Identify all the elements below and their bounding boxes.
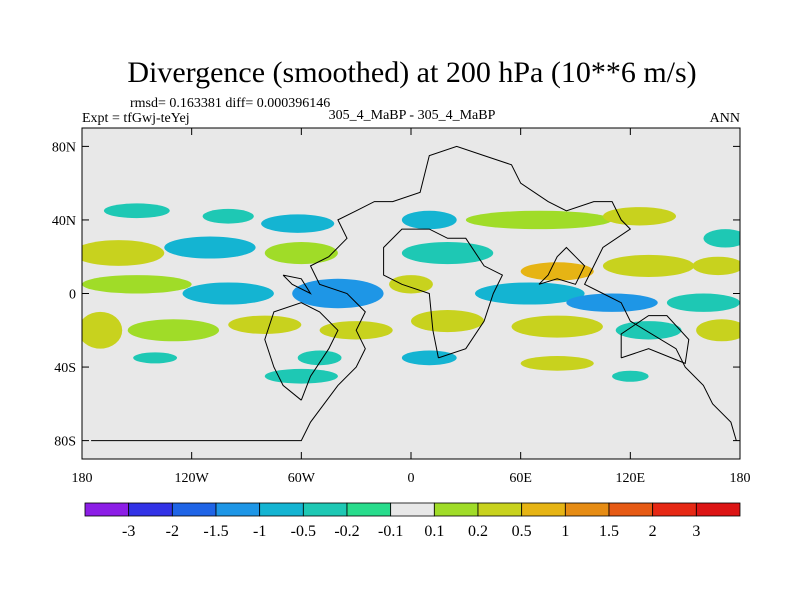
coastline-2 xyxy=(383,228,504,359)
colorbar-label-4: -0.5 xyxy=(291,523,316,540)
x-tick-label-6: 180 xyxy=(730,471,751,486)
y-tick-label-0: 80N xyxy=(52,140,76,155)
divergence-patch-1 xyxy=(202,208,254,224)
y-tick-label-4: 80S xyxy=(54,435,76,450)
colorbar-label-3: -1 xyxy=(253,523,266,540)
divergence-patch-16 xyxy=(292,278,384,309)
colorbar-label-9: 0.5 xyxy=(512,523,532,540)
colorbar-label-10: 1 xyxy=(561,523,569,540)
axis-ticks-layer: 180 120W 60W 0 60E 120E 180 80N 40N 0 40S 80S xyxy=(52,128,751,486)
colorbar-swatch-0 xyxy=(84,502,130,517)
x-tick-label-5: 120E xyxy=(616,471,646,486)
divergence-patch-19 xyxy=(566,293,658,312)
colorbar-swatch-13 xyxy=(652,502,697,517)
colorbar-swatch-7 xyxy=(390,502,435,517)
x-tick-label-2: 60W xyxy=(288,471,316,486)
divergence-patch-7 xyxy=(82,240,165,266)
colorbar-swatch-8 xyxy=(433,502,479,517)
divergence-patch-2 xyxy=(261,214,335,233)
coastline-outline-layer xyxy=(91,145,737,442)
divergence-patch-32 xyxy=(520,356,594,371)
divergence-patch-17 xyxy=(389,275,433,294)
x-tick-label-3: 0 xyxy=(408,471,415,486)
colorbar-label-2: -1.5 xyxy=(203,523,228,540)
divergence-patch-5 xyxy=(602,207,677,226)
colorbar-swatch-11 xyxy=(564,502,610,517)
colorbar-label-8: 0.2 xyxy=(468,523,488,540)
colorbar: -3 -2 -1.5 -1 -0.5 -0.2 -0.1 0.1 0.2 0.5 1 1.5 2 3 xyxy=(84,502,741,540)
divergence-patch-3 xyxy=(401,210,457,230)
colorbar-label-0: -3 xyxy=(122,523,135,540)
divergence-patch-28 xyxy=(696,319,740,342)
divergence-patch-12 xyxy=(602,254,695,277)
season-label: ANN xyxy=(710,111,740,126)
coastline-5 xyxy=(538,246,586,285)
colorbar-swatch-6 xyxy=(346,502,392,517)
comparison-line: 305_4_MaBP - 305_4_MaBP xyxy=(329,108,496,123)
divergence-patch-20 xyxy=(666,293,740,312)
colorbar-label-11: 1.5 xyxy=(599,523,619,540)
map-background xyxy=(82,128,740,459)
x-tick-label-4: 60E xyxy=(509,471,532,486)
chart-title: Divergence (smoothed) at 200 hPa (10**6 … xyxy=(127,56,696,89)
divergence-patch-21 xyxy=(82,311,123,349)
colorbar-swatch-10 xyxy=(521,502,566,517)
divergence-patch-34 xyxy=(612,370,649,382)
colorbar-swatch-14 xyxy=(695,502,741,517)
divergence-patch-8 xyxy=(164,236,256,259)
divergence-patch-22 xyxy=(127,319,220,342)
colorbar-label-7: 0.1 xyxy=(424,523,444,540)
y-tick-label-1: 40N xyxy=(52,214,76,229)
divergence-patch-4 xyxy=(465,210,613,230)
divergence-patch-33 xyxy=(264,368,338,384)
divergence-patch-25 xyxy=(411,310,485,333)
colorbar-swatch-3 xyxy=(215,502,261,517)
divergence-patch-13 xyxy=(692,256,740,276)
x-tick-label-0: 180 xyxy=(72,471,93,486)
stats-line: rmsd= 0.163381 diff= 0.000396146 xyxy=(130,96,330,111)
coastline-0 xyxy=(91,145,737,442)
colorbar-label-13: 3 xyxy=(692,523,700,540)
divergence-patch-15 xyxy=(182,282,274,305)
y-tick-label-3: 40S xyxy=(54,361,76,376)
colorbar-label-1: -2 xyxy=(166,523,179,540)
divergence-patch-9 xyxy=(264,242,338,265)
colorbar-label-5: -0.2 xyxy=(334,523,359,540)
colorbar-swatch-2 xyxy=(171,502,217,517)
divergence-patch-23 xyxy=(228,315,302,334)
colorbar-label-12: 2 xyxy=(649,523,657,540)
coastline-1 xyxy=(264,302,339,401)
divergence-patch-6 xyxy=(703,229,740,248)
x-tick-label-1: 120W xyxy=(175,471,210,486)
divergence-patch-14 xyxy=(82,275,192,294)
colorbar-swatch-12 xyxy=(608,502,654,517)
expt-line: Expt = tfGwj-teYej xyxy=(82,111,190,126)
divergence-patch-10 xyxy=(401,242,494,265)
colorbar-swatch-5 xyxy=(302,502,348,517)
divergence-fill-layer xyxy=(82,203,740,384)
y-tick-label-2: 0 xyxy=(69,288,76,303)
divergence-patch-30 xyxy=(297,350,342,366)
divergence-patch-31 xyxy=(401,350,457,366)
divergence-patch-27 xyxy=(615,321,682,340)
divergence-patch-29 xyxy=(133,352,178,364)
colorbar-swatch-9 xyxy=(477,502,523,517)
colorbar-swatch-4 xyxy=(259,502,304,517)
divergence-patch-26 xyxy=(511,315,603,338)
divergence-patch-0 xyxy=(103,203,170,219)
coastline-4 xyxy=(282,274,312,295)
divergence-patch-18 xyxy=(474,282,585,305)
divergence-patch-11 xyxy=(520,262,594,281)
coastline-3 xyxy=(620,315,690,365)
colorbar-label-6: -0.1 xyxy=(378,523,403,540)
colorbar-swatch-1 xyxy=(128,502,173,517)
